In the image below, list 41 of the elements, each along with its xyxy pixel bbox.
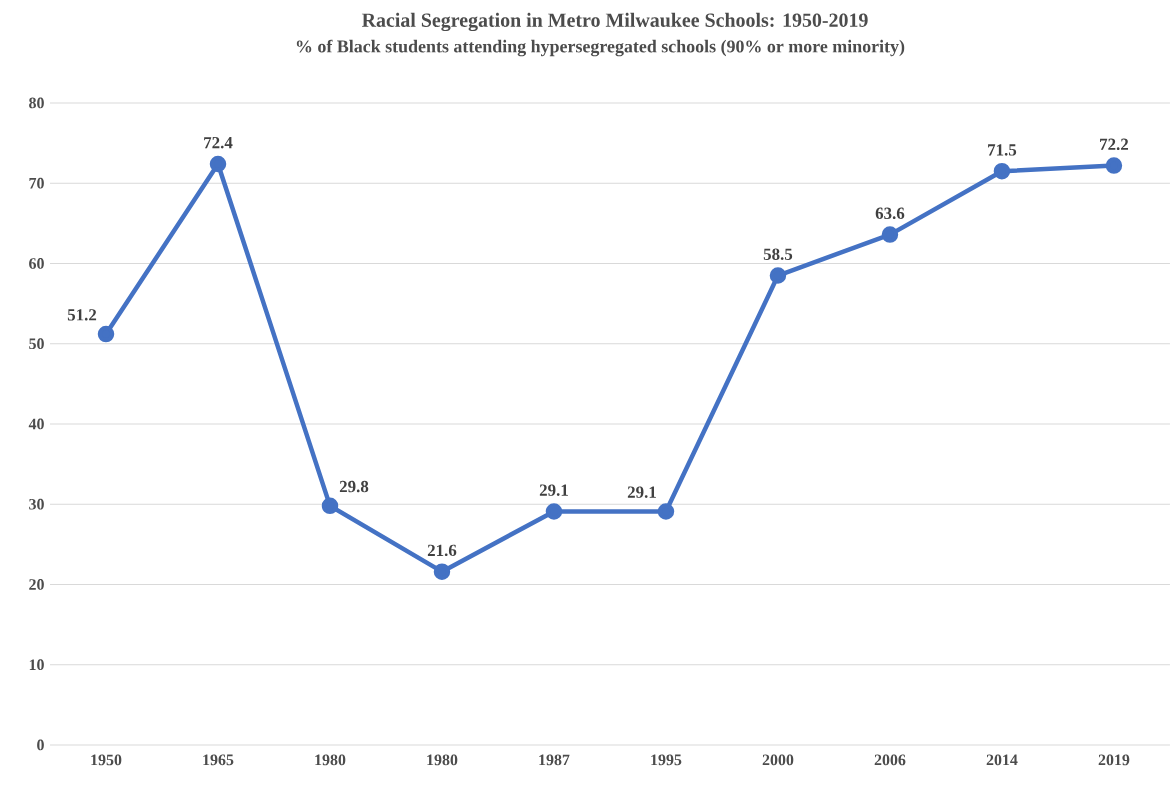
y-tick-label: 60 [29, 258, 44, 269]
point [993, 162, 1011, 180]
x-tick-label: 1950 [91, 754, 122, 766]
x-tick-label: 1980 [427, 754, 458, 766]
x-tick-label: 2006 [874, 754, 906, 766]
x-tick-label: 2014 [986, 754, 1018, 766]
point [209, 155, 227, 173]
data-label: 72.4 [204, 137, 233, 149]
x-tick-label: 2019 [1098, 754, 1130, 766]
data-label: 51.2 [67, 309, 97, 321]
y-tick-label: 80 [29, 97, 44, 109]
x-tick-label: 1965 [203, 754, 234, 766]
y-tick-label: 10 [29, 659, 44, 671]
point [657, 503, 675, 520]
chart-title: Racial Segregation in Metro Milwaukee Schools: 1950-2019 [361, 12, 868, 32]
point [1105, 157, 1123, 174]
point [97, 325, 115, 343]
x-tick-label: 2000 [762, 754, 794, 766]
x-tick-label: 1987 [539, 754, 570, 766]
x-tick-label: 1980 [315, 754, 346, 766]
point [769, 267, 787, 284]
x-tick-label: 1995 [651, 754, 682, 766]
point [433, 563, 451, 580]
point [881, 226, 899, 243]
point [545, 503, 563, 520]
data-label: 29.1 [539, 484, 568, 496]
y-tick-label: 70 [29, 177, 44, 189]
y-tick-label: 20 [29, 579, 44, 590]
data-label: 71.5 [988, 144, 1017, 156]
data-label: 63.6 [875, 207, 905, 220]
data-label: 72.2 [1100, 138, 1129, 151]
data-label: 29.1 [627, 486, 656, 498]
point [321, 497, 339, 515]
y-tick-label: 40 [28, 418, 44, 430]
chart-subtitle: % of Black students attending hypersegregated schools (90% or more minority) [296, 39, 905, 57]
y-tick-label: 50 [29, 338, 44, 350]
data-label: 29.8 [339, 480, 369, 493]
y-tick-label: 30 [29, 498, 44, 510]
y-tick-label: 0 [37, 739, 44, 751]
data-label: 58.5 [763, 248, 793, 260]
data-label: 21.6 [427, 544, 457, 557]
